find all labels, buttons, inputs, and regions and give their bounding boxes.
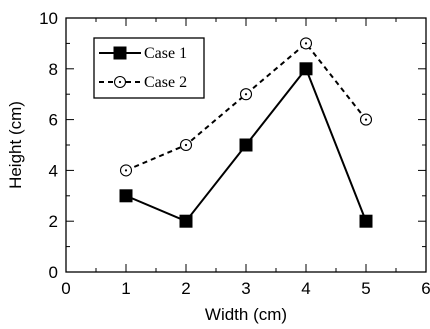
data-point <box>119 164 133 177</box>
y-tick-label: 0 <box>49 263 58 282</box>
data-point <box>299 62 313 76</box>
x-tick-label: 1 <box>121 279 130 298</box>
y-tick-label: 10 <box>39 9 58 28</box>
y-tick-label: 6 <box>49 111 58 130</box>
legend-entry-1: Case 1 <box>99 45 187 62</box>
marker-center-dot <box>304 42 308 45</box>
x-tick-label: 5 <box>361 279 370 298</box>
legend-marker <box>113 75 127 89</box>
legend-entry-2: Case 2 <box>99 74 187 91</box>
x-tick-label: 4 <box>301 279 310 298</box>
legend-marker <box>113 46 127 60</box>
data-point <box>299 37 313 50</box>
tick-labels: 0 1 2 3 4 5 6 0 2 4 6 8 10 <box>39 9 430 298</box>
x-tick-label: 0 <box>61 279 70 298</box>
marker-center-dot <box>184 143 188 147</box>
legend-label: Case 2 <box>144 74 187 91</box>
legend-label: Case 1 <box>144 45 187 62</box>
data-point <box>359 214 373 228</box>
y-tick-label: 2 <box>49 212 58 231</box>
y-tick-label: 4 <box>49 161 58 180</box>
x-tick-label: 3 <box>241 279 250 298</box>
marker-center-dot <box>118 80 122 84</box>
marker-center-dot <box>364 118 368 121</box>
data-point <box>239 88 253 101</box>
series-2 <box>119 37 373 177</box>
series-1 <box>119 62 373 228</box>
y-tick-label: 8 <box>49 60 58 79</box>
axis-ticks <box>65 17 427 273</box>
legend-box <box>93 37 205 99</box>
series-line <box>125 41 367 172</box>
legend: Case 1 Case 2 <box>93 37 205 99</box>
data-point <box>239 138 253 152</box>
x-tick-label: 6 <box>421 279 430 298</box>
data-point <box>179 138 193 152</box>
y-axis-title: Height (cm) <box>6 101 25 189</box>
data-point <box>359 113 373 126</box>
data-point <box>179 214 193 228</box>
x-axis-title: Width (cm) <box>205 305 287 324</box>
x-tick-label: 2 <box>181 279 190 298</box>
marker-center-dot <box>244 93 248 96</box>
series-layer <box>119 37 373 228</box>
data-point <box>119 189 133 203</box>
marker-center-dot <box>124 169 128 172</box>
